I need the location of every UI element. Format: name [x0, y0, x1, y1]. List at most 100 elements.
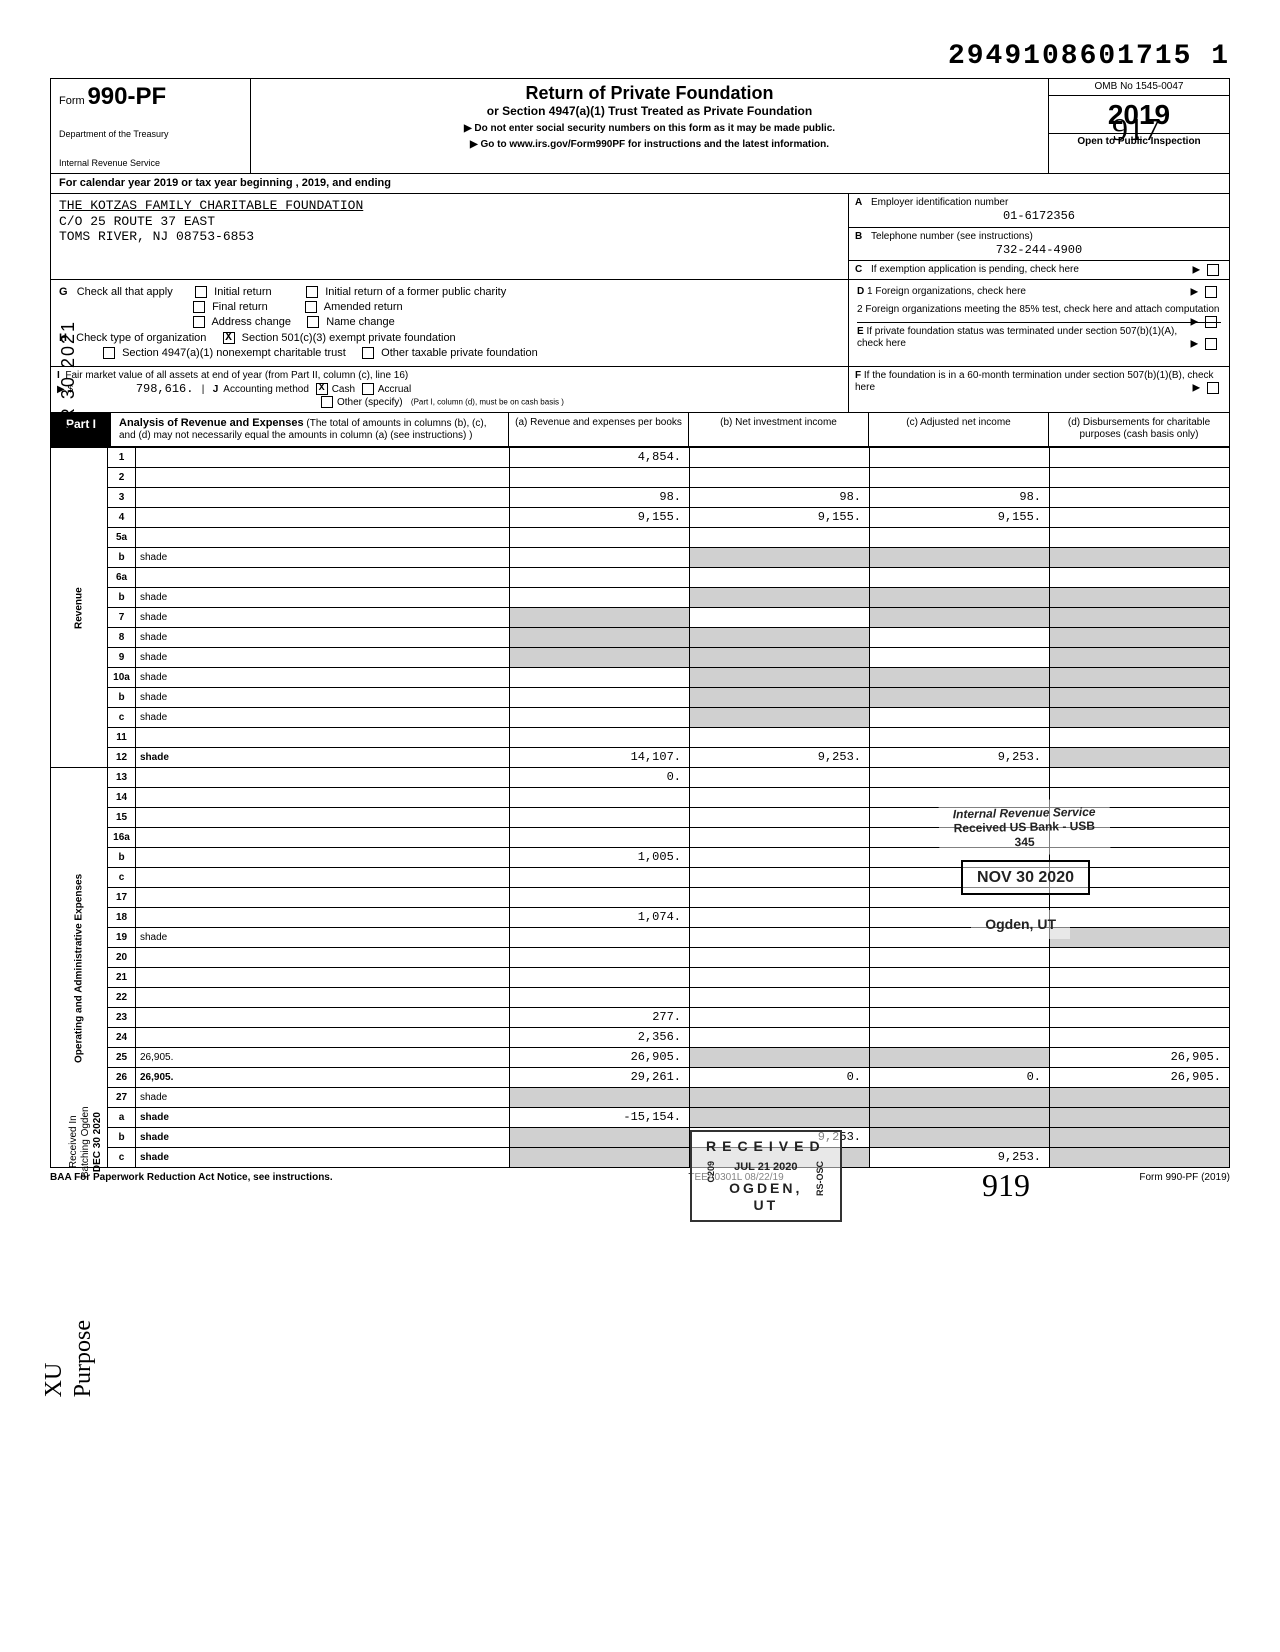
- line-number: 27: [108, 1088, 136, 1108]
- line-number: 4: [108, 508, 136, 528]
- line-number: 16a: [108, 828, 136, 848]
- value-cell-c: [870, 668, 1050, 688]
- value-cell-a: 9,155.: [510, 508, 690, 528]
- value-cell-d: [1050, 508, 1230, 528]
- h-opt1: Section 501(c)(3) exempt private foundat…: [242, 332, 456, 344]
- value-cell-d: [1050, 928, 1230, 948]
- value-cell-d: [1050, 1028, 1230, 1048]
- g-opt-initial: Initial return: [214, 286, 271, 298]
- line-number: 5a: [108, 528, 136, 548]
- line-description: [136, 808, 510, 828]
- form-title: Return of Private Foundation: [259, 83, 1040, 105]
- value-cell-a: 1,074.: [510, 908, 690, 928]
- table-row: 7shade: [51, 608, 1230, 628]
- value-cell-b: [690, 968, 870, 988]
- value-cell-a: [510, 728, 690, 748]
- g-amended-checkbox[interactable]: [305, 301, 317, 313]
- value-cell-b: [690, 928, 870, 948]
- line-description: [136, 488, 510, 508]
- table-row: 9shade: [51, 648, 1230, 668]
- box-e-checkbox[interactable]: [1205, 338, 1217, 350]
- line-description: shade: [136, 688, 510, 708]
- value-cell-b: [690, 908, 870, 928]
- value-cell-b: [690, 468, 870, 488]
- j-other-checkbox[interactable]: [321, 396, 333, 408]
- table-row: 8shade: [51, 628, 1230, 648]
- value-cell-c: [870, 988, 1050, 1008]
- form-subtitle: or Section 4947(a)(1) Trust Treated as P…: [259, 104, 1040, 118]
- line-description: shade: [136, 1148, 510, 1168]
- stamp-received-text: RECEIVED: [706, 1138, 826, 1155]
- value-cell-b: [690, 448, 870, 468]
- j-label: J: [213, 384, 219, 395]
- table-row: 11: [51, 728, 1230, 748]
- value-cell-b: [690, 708, 870, 728]
- j-accrual-checkbox[interactable]: [362, 383, 374, 395]
- value-cell-d: [1050, 1148, 1230, 1168]
- value-cell-c: [870, 528, 1050, 548]
- value-cell-b: [690, 828, 870, 848]
- value-cell-d: [1050, 648, 1230, 668]
- box-e-title: If private foundation status was termina…: [857, 326, 1177, 349]
- box-d-label: D: [857, 286, 864, 297]
- j-cash-checkbox[interactable]: X: [316, 383, 328, 395]
- g-name-change-checkbox[interactable]: [307, 316, 319, 328]
- value-cell-b: [690, 628, 870, 648]
- phone-value: 732-244-4900: [855, 243, 1223, 257]
- value-cell-c: [870, 628, 1050, 648]
- value-cell-a: [510, 868, 690, 888]
- value-cell-b: 9,155.: [690, 508, 870, 528]
- line-description: shade: [136, 608, 510, 628]
- value-cell-d: [1050, 488, 1230, 508]
- h-4947-checkbox[interactable]: [103, 347, 115, 359]
- box-f-checkbox[interactable]: [1207, 382, 1219, 394]
- value-cell-d: [1050, 1108, 1230, 1128]
- line-number: c: [108, 1148, 136, 1168]
- value-cell-b: [690, 868, 870, 888]
- g-address-change-checkbox[interactable]: [193, 316, 205, 328]
- value-cell-a: 1,005.: [510, 848, 690, 868]
- value-cell-b: [690, 1028, 870, 1048]
- g-former-charity-checkbox[interactable]: [306, 286, 318, 298]
- box-a-label: A: [855, 197, 862, 208]
- value-cell-a: [510, 808, 690, 828]
- value-cell-d: [1050, 568, 1230, 588]
- line-description: shade: [136, 1128, 510, 1148]
- line-description: [136, 1008, 510, 1028]
- value-cell-d: 26,905.: [1050, 1048, 1230, 1068]
- line-description: shade: [136, 648, 510, 668]
- line-number: 22: [108, 988, 136, 1008]
- table-row: 2626,905.29,261.0.0.26,905.: [51, 1068, 1230, 1088]
- value-cell-a: [510, 608, 690, 628]
- line-description: [136, 768, 510, 788]
- line-number: 8: [108, 628, 136, 648]
- dept-irs: Internal Revenue Service: [59, 158, 242, 169]
- box-b-title: Telephone number (see instructions): [871, 231, 1033, 242]
- value-cell-d: [1050, 948, 1230, 968]
- table-row: 27shade: [51, 1088, 1230, 1108]
- line-description: shade: [136, 548, 510, 568]
- box-d2-checkbox[interactable]: [1205, 316, 1217, 328]
- form-number: 990-PF: [87, 83, 166, 110]
- value-cell-b: [690, 788, 870, 808]
- org-city-state-zip: TOMS RIVER, NJ 08753-6853: [59, 229, 840, 245]
- box-c-checkbox[interactable]: [1207, 264, 1219, 276]
- irs-received-stamp: Internal Revenue Service Received US Ban…: [939, 799, 1111, 857]
- table-row: cshade9,253.: [51, 1148, 1230, 1168]
- value-cell-d: [1050, 1088, 1230, 1108]
- value-cell-c: 98.: [870, 488, 1050, 508]
- g-initial-return-checkbox[interactable]: [195, 286, 207, 298]
- document-locator-number: 2949108601715 1: [50, 40, 1230, 74]
- line-description: [136, 788, 510, 808]
- org-name: THE KOTZAS FAMILY CHARITABLE FOUNDATION: [59, 198, 840, 214]
- box-d1-checkbox[interactable]: [1205, 286, 1217, 298]
- h-other-checkbox[interactable]: [362, 347, 374, 359]
- h-501c3-checkbox[interactable]: X: [223, 332, 235, 344]
- line-number: b: [108, 848, 136, 868]
- value-cell-c: [870, 588, 1050, 608]
- g-final-return-checkbox[interactable]: [193, 301, 205, 313]
- h-text: Check type of organization: [76, 332, 206, 344]
- col-c-header: (c) Adjusted net income: [869, 413, 1049, 446]
- side-received-batching: Received In Batching Ogden DEC 30 2020: [68, 1100, 104, 1184]
- value-cell-c: [870, 608, 1050, 628]
